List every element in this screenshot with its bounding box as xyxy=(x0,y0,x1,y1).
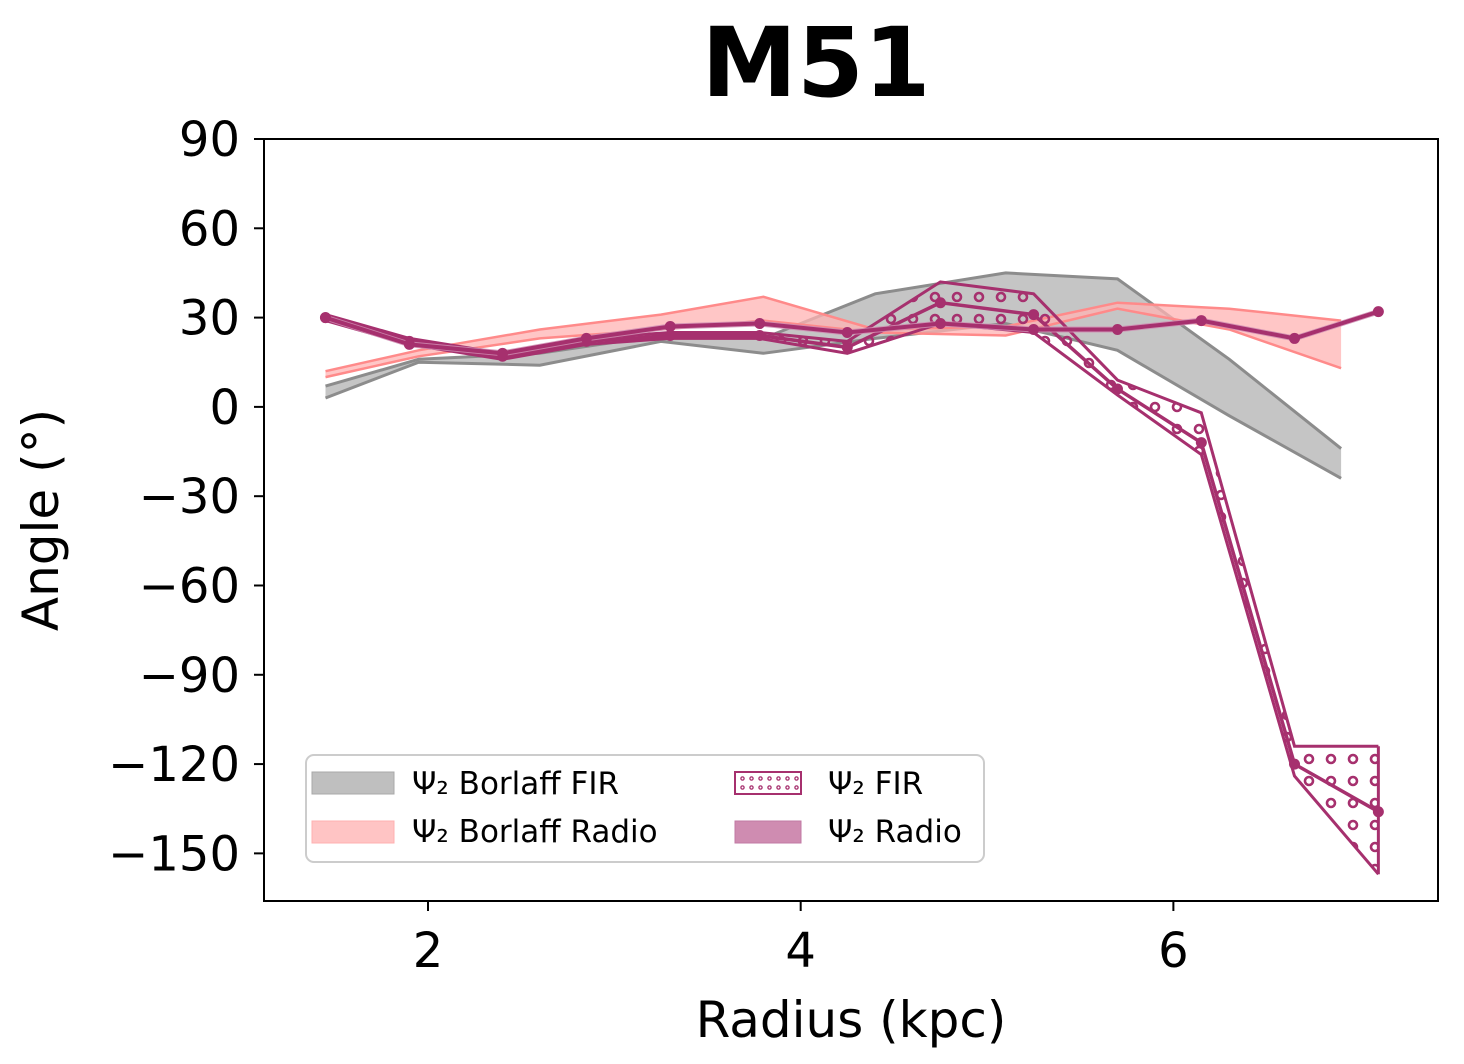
radio-point xyxy=(1111,324,1123,335)
y-tick-label: 60 xyxy=(179,201,240,257)
radio-point xyxy=(1372,306,1384,318)
legend-label-fir: Ψ₂ FIR xyxy=(828,766,923,802)
fir-point xyxy=(1195,437,1207,449)
borlaff-fir-band xyxy=(325,272,1342,479)
fir-point xyxy=(1289,758,1301,770)
legend-swatch-radio xyxy=(734,820,802,844)
radio-point xyxy=(841,326,853,338)
y-tick-label: 30 xyxy=(179,291,240,347)
y-tick-label: −90 xyxy=(139,648,240,704)
y-tick-label: −150 xyxy=(108,826,240,882)
plot-frame xyxy=(263,138,1439,902)
borlaff-radio-upper-edge xyxy=(325,295,1342,373)
borlaff-radio-band xyxy=(325,296,1342,378)
legend: Ψ₂ Borlaff FIR Ψ₂ Borlaff Radio Ψ₂ FIR Ψ… xyxy=(305,754,985,863)
y-axis-label: Angle (°) xyxy=(12,409,70,631)
x-tick-label: 2 xyxy=(413,923,444,979)
legend-label-radio: Ψ₂ Radio xyxy=(828,814,962,850)
borlaff-radio-lower-edge xyxy=(325,307,1342,379)
radio-point xyxy=(1028,324,1040,335)
legend-swatch-fir xyxy=(734,771,802,795)
fir-point xyxy=(841,341,853,353)
legend-swatch-borlaff-fir xyxy=(311,771,395,795)
legend-frame xyxy=(305,754,985,863)
y-tick-label: −30 xyxy=(139,469,240,525)
y-tick-label: 0 xyxy=(209,380,240,436)
plot-area xyxy=(319,271,1384,876)
x-axis-label: Radius (kpc) xyxy=(696,991,1007,1049)
x-tick-label: 6 xyxy=(1158,923,1189,979)
fir-point xyxy=(664,329,676,341)
y-tick-label: −60 xyxy=(139,558,240,614)
radio-point xyxy=(580,332,592,344)
radio-point xyxy=(934,318,946,330)
chart-title: M51 xyxy=(701,7,930,119)
x-tick-label: 4 xyxy=(785,923,816,979)
fir-point xyxy=(1028,309,1040,321)
radio-point xyxy=(319,312,331,324)
y-tick-label: 90 xyxy=(179,112,240,168)
radio-point xyxy=(664,321,676,333)
radio-point xyxy=(1289,332,1301,344)
legend-label-borlaff-radio: Ψ₂ Borlaff Radio xyxy=(412,814,658,850)
radio-point xyxy=(403,338,415,350)
y-tick-label: −120 xyxy=(108,737,240,793)
axes: 2 4 6 90 60 30 0 −30 −60 −90 −120 −150 xyxy=(108,112,1189,979)
legend-swatch-borlaff-radio xyxy=(311,820,395,844)
radio-point xyxy=(754,318,766,330)
fir-point xyxy=(1372,806,1384,818)
radio-point xyxy=(1195,315,1207,327)
legend-label-borlaff-fir: Ψ₂ Borlaff FIR xyxy=(412,766,619,802)
fir-point xyxy=(754,329,766,341)
fir-point xyxy=(934,297,946,309)
fir-point xyxy=(1111,383,1123,395)
radio-point xyxy=(497,347,509,359)
